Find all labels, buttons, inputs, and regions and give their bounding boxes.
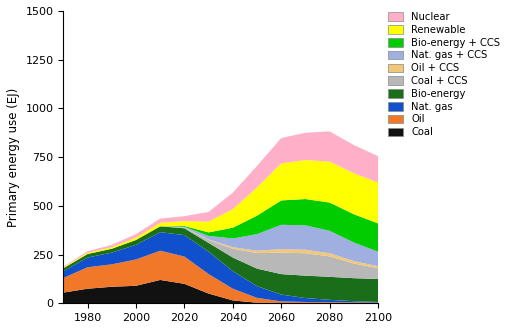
Y-axis label: Primary energy use (EJ): Primary energy use (EJ) xyxy=(7,87,20,227)
Legend: Nuclear, Renewable, Bio-energy + CCS, Nat. gas + CCS, Oil + CCS, Coal + CCS, Bio: Nuclear, Renewable, Bio-energy + CCS, Na… xyxy=(385,10,501,139)
